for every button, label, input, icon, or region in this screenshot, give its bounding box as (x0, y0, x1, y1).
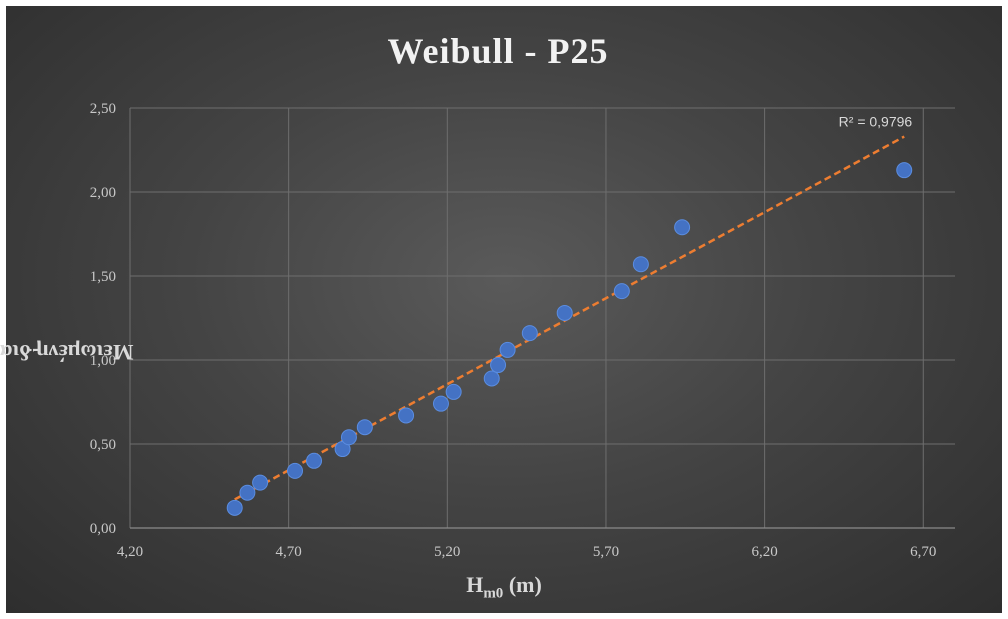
data-point (287, 462, 303, 479)
data-point (356, 419, 373, 436)
chart-title: Weibull - P25 (387, 31, 609, 71)
data-point (252, 474, 269, 491)
r-squared-label: R² = 0,9796 (839, 114, 913, 130)
x-tick-label: 6,20 (751, 544, 777, 560)
y-axis-label-main: Μειωμένη διακύμανση Y (0, 340, 134, 366)
data-point (226, 499, 243, 516)
data-point (674, 219, 691, 236)
data-point (239, 484, 256, 501)
y-tick-label: 1,00 (90, 353, 116, 369)
x-tick-label: 5,70 (593, 544, 619, 560)
data-point (613, 283, 630, 300)
data-point (432, 395, 449, 412)
x-tick-label: 4,70 (276, 544, 302, 560)
x-axis-label-main: H (466, 572, 484, 597)
y-tick-label: 1,50 (90, 269, 116, 285)
data-point (521, 325, 538, 342)
data-point (445, 383, 462, 400)
data-point (490, 357, 507, 374)
data-point (398, 407, 415, 424)
x-axis-label: Hm0 (m) (0, 572, 1008, 602)
y-tick-label: 2,50 (90, 101, 116, 117)
x-tick-label: 4,20 (117, 544, 143, 560)
data-point (306, 452, 323, 469)
x-axis-label-unit: (m) (508, 572, 542, 597)
data-point (499, 341, 516, 358)
data-point (632, 256, 649, 273)
y-tick-label: 0,50 (90, 437, 116, 453)
chart-area (6, 6, 1002, 613)
data-point (340, 429, 357, 446)
data-point (556, 304, 573, 321)
x-axis-label-sub: m0 (483, 585, 504, 602)
y-tick-label: 0,00 (90, 521, 116, 537)
x-tick-label: 5,20 (434, 544, 460, 560)
data-point (483, 370, 500, 387)
y-tick-label: 2,00 (90, 185, 116, 201)
x-tick-label: 6,70 (910, 544, 936, 560)
data-point (896, 162, 913, 179)
